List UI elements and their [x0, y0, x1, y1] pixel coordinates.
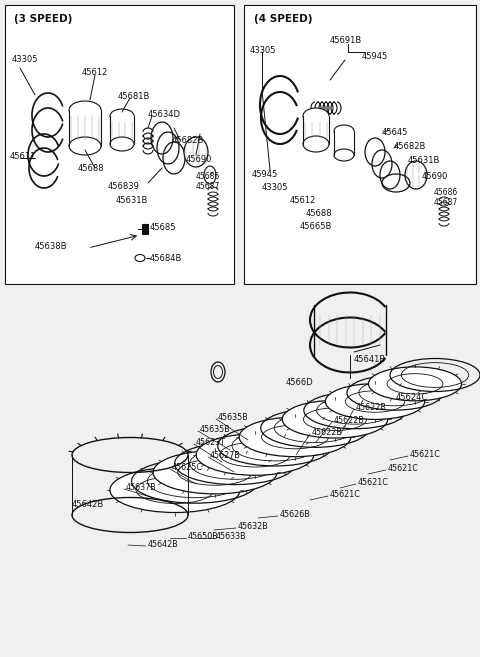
Text: 45665B: 45665B [300, 222, 332, 231]
Text: 45685: 45685 [150, 223, 177, 232]
Text: 45622B: 45622B [356, 403, 387, 412]
Text: 45650B: 45650B [188, 532, 219, 541]
Text: 45945: 45945 [252, 170, 278, 179]
Text: 45621C: 45621C [358, 478, 389, 487]
Ellipse shape [110, 109, 134, 123]
Ellipse shape [184, 137, 208, 167]
Text: 45621C: 45621C [330, 490, 361, 499]
Text: (4 SPEED): (4 SPEED) [254, 14, 312, 24]
Ellipse shape [110, 137, 134, 151]
Bar [303, 116, 329, 144]
Text: 45690: 45690 [422, 172, 448, 181]
Text: 43305: 43305 [12, 55, 38, 64]
Ellipse shape [405, 161, 427, 189]
Text: 45642B: 45642B [72, 500, 104, 509]
Text: 45691B: 45691B [330, 36, 362, 45]
Text: 45633B: 45633B [216, 532, 247, 541]
Text: 45635B: 45635B [200, 425, 231, 434]
Text: 43305: 43305 [250, 46, 276, 55]
Text: 45621C: 45621C [410, 450, 441, 459]
Text: 45631B: 45631B [116, 196, 148, 205]
Text: 45637B: 45637B [126, 483, 157, 492]
Bar [5, 5, 234, 284]
Bar [244, 5, 476, 284]
Text: 45641B: 45641B [354, 355, 386, 364]
Ellipse shape [303, 136, 329, 152]
Text: 45625C: 45625C [172, 463, 203, 472]
Text: 45634D: 45634D [148, 110, 181, 119]
Text: (3 SPEED): (3 SPEED) [14, 14, 72, 24]
Text: 45687: 45687 [434, 198, 458, 207]
Text: 45686: 45686 [434, 188, 458, 197]
Text: 45638B: 45638B [35, 242, 68, 251]
Text: 45626B: 45626B [280, 510, 311, 519]
Text: 45635B: 45635B [218, 413, 249, 422]
Ellipse shape [369, 367, 462, 401]
Text: 45682B: 45682B [172, 136, 204, 145]
Text: 45622B: 45622B [334, 416, 365, 425]
Bar [110, 116, 134, 144]
Text: 45622B: 45622B [312, 428, 343, 437]
Text: 45624C: 45624C [396, 393, 428, 402]
Text: 45631B: 45631B [408, 156, 440, 165]
Ellipse shape [153, 451, 277, 494]
Ellipse shape [110, 468, 240, 512]
Ellipse shape [239, 417, 351, 457]
Text: 456839: 456839 [108, 182, 140, 191]
Text: 45688: 45688 [306, 209, 333, 218]
Bar [142, 224, 148, 234]
Ellipse shape [334, 125, 354, 137]
Text: 45945: 45945 [362, 52, 388, 61]
Text: 45642B: 45642B [148, 540, 179, 549]
Ellipse shape [325, 384, 425, 419]
Ellipse shape [303, 108, 329, 124]
Text: 45611: 45611 [10, 152, 36, 161]
Text: 45690: 45690 [186, 155, 212, 164]
Text: 43305: 43305 [262, 183, 288, 192]
Text: 45681B: 45681B [118, 92, 150, 101]
Ellipse shape [334, 149, 354, 161]
Text: 4566D: 4566D [286, 378, 314, 387]
Ellipse shape [282, 400, 388, 438]
Text: 45682B: 45682B [394, 142, 426, 151]
Text: 45632B: 45632B [238, 522, 269, 531]
Bar [334, 131, 354, 155]
Text: 45645: 45645 [382, 128, 408, 137]
Text: 45688: 45688 [78, 164, 105, 173]
Text: 45612: 45612 [82, 68, 108, 77]
Bar [69, 110, 101, 146]
Ellipse shape [196, 434, 314, 475]
Text: 45621C: 45621C [388, 464, 419, 473]
Text: 45684B: 45684B [150, 254, 182, 263]
Text: 45687: 45687 [196, 182, 220, 191]
Ellipse shape [69, 101, 101, 119]
Text: 45627B: 45627B [210, 451, 241, 460]
Ellipse shape [69, 137, 101, 155]
Text: 45686: 45686 [196, 172, 220, 181]
Text: 45612: 45612 [290, 196, 316, 205]
Text: 45623T: 45623T [196, 438, 226, 447]
